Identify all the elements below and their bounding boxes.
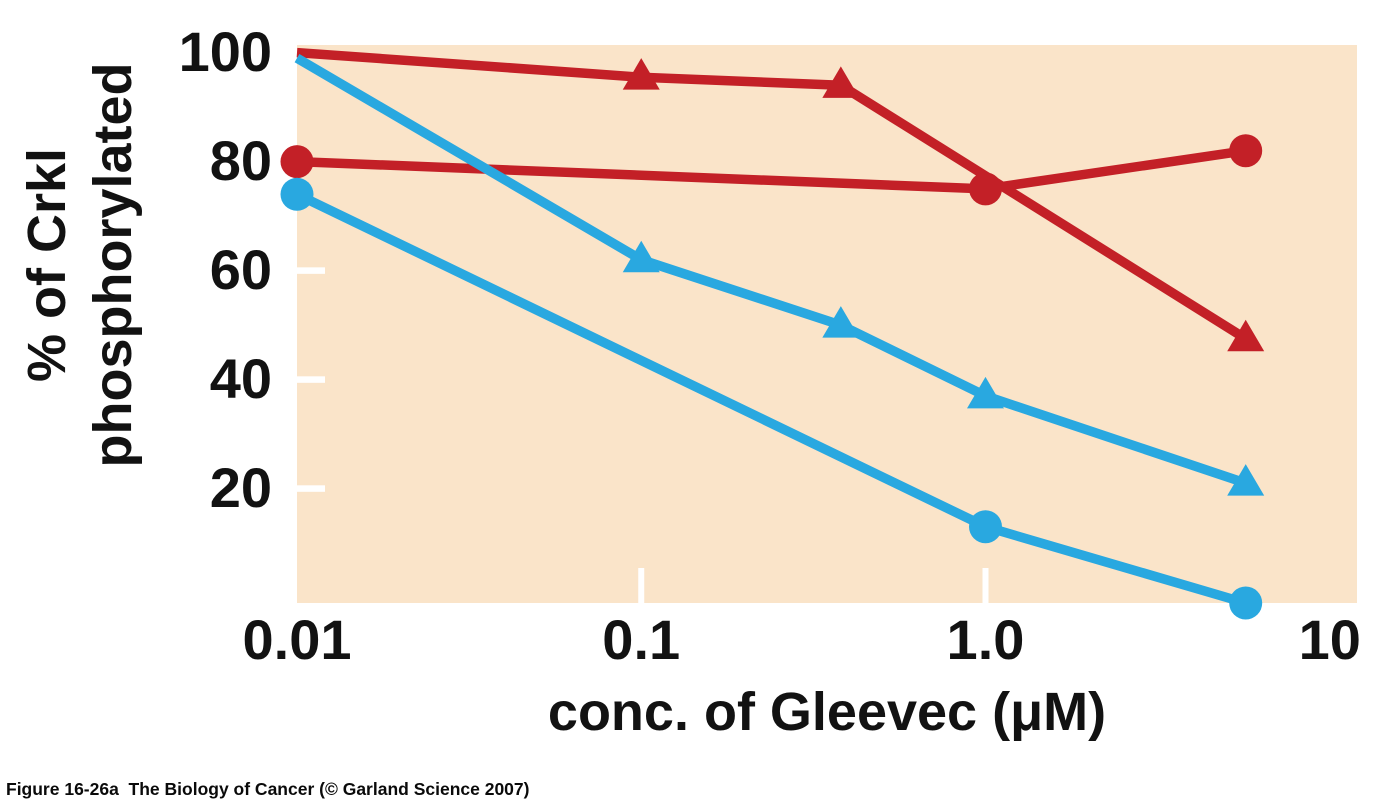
red-triangles-marker xyxy=(622,58,660,90)
x-tick-mark xyxy=(638,568,645,603)
blue-circles-marker xyxy=(1229,586,1263,620)
blue-triangles-marker xyxy=(822,306,860,338)
y-tick-mark xyxy=(297,485,325,492)
red-triangles-marker xyxy=(822,66,860,98)
y-axis-title-line-2: phosphorylated xyxy=(83,62,143,468)
x-tick-label-0.01: 0.01 xyxy=(242,608,352,671)
red-circles-marker xyxy=(280,145,314,179)
y-tick-mark xyxy=(297,267,325,274)
y-tick-label-40: 40 xyxy=(209,346,272,410)
x-tick-label-1.0: 1.0 xyxy=(946,608,1025,671)
y-tick-label-100: 100 xyxy=(178,19,272,83)
x-tick-label-0.1: 0.1 xyxy=(602,608,681,671)
y-tick-label-60: 60 xyxy=(209,237,272,301)
blue-triangles-marker xyxy=(1227,464,1265,496)
x-axis-title: conc. of Gleevec (μM) xyxy=(547,682,1107,742)
y-tick-label-80: 80 xyxy=(209,128,272,192)
blue-triangles-marker xyxy=(622,240,660,273)
blue-triangles-marker xyxy=(966,376,1004,409)
blue-circles-marker xyxy=(968,510,1002,544)
red-triangles-line xyxy=(296,47,1249,343)
x-tick-label-10: 10 xyxy=(1298,608,1361,671)
figure-caption: Figure 16-26a The Biology of Cancer (© G… xyxy=(6,779,530,799)
y-tick-mark xyxy=(297,376,325,383)
red-circles-marker xyxy=(968,172,1002,206)
y-axis-title-line-1: % of Crkl xyxy=(17,147,77,383)
y-tick-label-20: 20 xyxy=(209,455,272,519)
y-axis-title: % of Crkl phosphorylated xyxy=(14,62,146,467)
blue-circles-marker xyxy=(280,177,314,211)
red-circles-marker xyxy=(1229,134,1263,168)
red-triangles-marker xyxy=(1227,319,1265,352)
x-tick-mark xyxy=(982,568,989,603)
